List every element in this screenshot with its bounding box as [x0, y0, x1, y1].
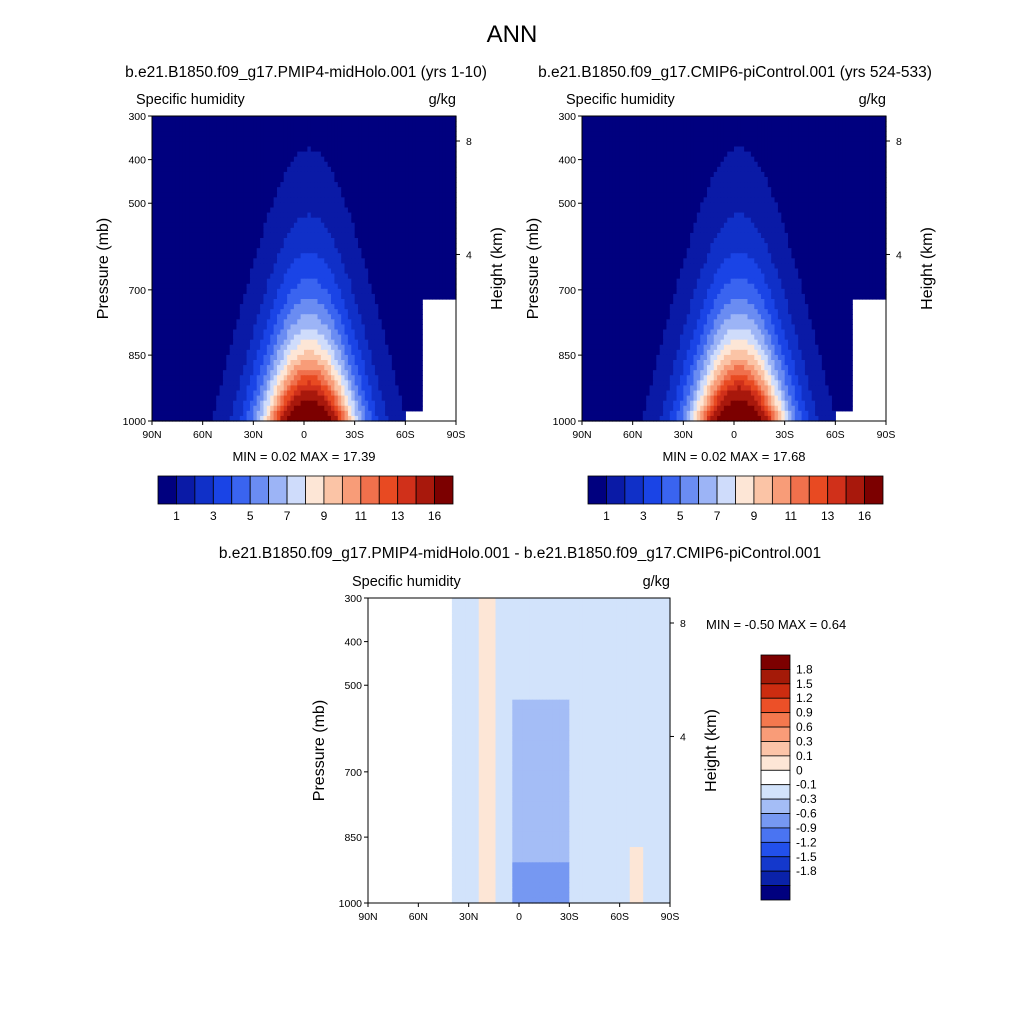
field-cell: [418, 339, 423, 346]
field-cell: [418, 344, 423, 351]
field-cell: [418, 370, 423, 376]
top-right-panel-title: b.e21.B1850.f09_g17.CMIP6-piControl.001 …: [538, 64, 932, 81]
field-cell: [418, 309, 423, 315]
field-cell: [418, 395, 423, 402]
field-cell: [418, 354, 423, 361]
field-cell: [418, 385, 423, 392]
field-cell: [418, 390, 423, 397]
field-cell: [418, 329, 423, 336]
field-cell: [418, 324, 423, 331]
field-cell: [418, 400, 423, 407]
field-cell: [418, 299, 423, 305]
field-cell: [418, 360, 423, 366]
difference-panel-title: b.e21.B1850.f09_g17.PMIP4-midHolo.001 - …: [219, 545, 821, 562]
field-cell: [418, 314, 423, 320]
field-cell: [418, 319, 423, 326]
field-cell: [418, 304, 423, 310]
figure-title: ANN: [487, 21, 538, 48]
field-cell: [418, 375, 423, 381]
field-cell: [418, 334, 423, 341]
field-cell: [418, 380, 423, 387]
field-cell: [418, 349, 423, 356]
top-left-panel-title: b.e21.B1850.f09_g17.PMIP4-midHolo.001 (y…: [125, 64, 487, 81]
field-cell: [418, 365, 423, 371]
